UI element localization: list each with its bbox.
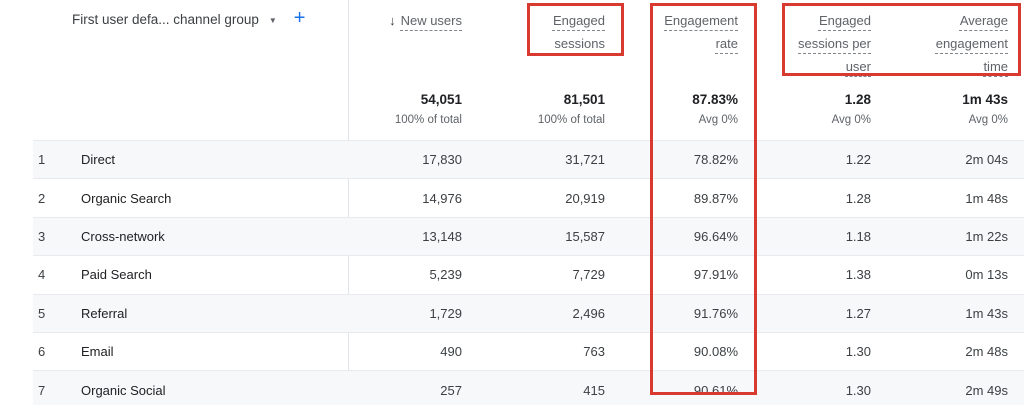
total-value: 87.83% [692, 92, 738, 107]
totals-empty-cell [0, 86, 348, 140]
dimension-cell: 6 Email [33, 344, 348, 359]
dimension-selector[interactable]: First user defa... channel group [72, 12, 259, 27]
column-divider [348, 0, 349, 402]
column-header-label: Average engagement time [935, 13, 1008, 74]
metric-cell: 1m 48s [965, 190, 1008, 206]
table-row-email[interactable]: 6 Email 490 763 90.08% 1.30 2m 48s [33, 331, 1024, 370]
table-body: 1 Direct 17,830 31,721 78.82% 1.22 2m 04… [0, 140, 1024, 405]
row-index: 2 [38, 190, 46, 206]
metric-cell: 89.87% [693, 190, 738, 206]
table-row-referral[interactable]: 5 Referral 1,729 2,496 91.76% 1.27 1m 43… [33, 293, 1024, 332]
column-header-label: New users [400, 13, 462, 28]
row-index: 3 [38, 228, 46, 244]
column-header-average-engagement-time[interactable]: Average engagement time [885, 0, 1024, 86]
metric-cell: 1m 22s [965, 228, 1008, 244]
metric-cell: 1.30 [845, 382, 871, 398]
metric-cell: 90.08% [693, 344, 738, 360]
metric-cell: 1.27 [845, 305, 871, 321]
metric-cell: 1.38 [845, 267, 871, 283]
metric-cell: 1.22 [845, 152, 871, 168]
total-sub-label: Avg 0% [968, 114, 1008, 126]
dimension-cell: 7 Organic Social [33, 383, 348, 398]
channel-name: Cross-network [81, 228, 165, 244]
table-row-direct[interactable]: 1 Direct 17,830 31,721 78.82% 1.22 2m 04… [33, 140, 1024, 179]
metric-cell: 1m 43s [965, 305, 1008, 321]
metric-cell: 1,729 [429, 305, 462, 321]
metric-cell: 415 [583, 382, 605, 398]
metric-cell: 2m 04s [965, 152, 1008, 168]
total-value: 81,501 [563, 92, 605, 107]
column-header-new-users[interactable]: ↓ New users [348, 0, 476, 86]
metric-cell: 20,919 [565, 190, 605, 206]
row-index: 5 [38, 305, 46, 321]
table-row-organic-social[interactable]: 7 Organic Social 257 415 90.61% 1.30 2m … [33, 370, 1024, 405]
metric-cell: 15,587 [565, 228, 605, 244]
metric-cell: 1.18 [845, 228, 871, 244]
metric-cell: 2,496 [572, 305, 605, 321]
total-sub-label: 100% of total [537, 114, 605, 126]
column-header-engaged-sessions[interactable]: Engaged sessions [476, 0, 619, 86]
metric-cell: 763 [583, 344, 605, 360]
metric-cell: 17,830 [422, 152, 462, 168]
column-header-label: Engaged sessions [552, 13, 605, 51]
total-value: 1.28 [844, 92, 871, 107]
metric-cell: 0m 13s [965, 267, 1008, 283]
column-header-engagement-rate[interactable]: Engagement rate [619, 0, 752, 86]
totals-engaged-sessions-per-user: 1.28 Avg 0% [752, 86, 885, 140]
column-header-label: Engagement rate [664, 13, 738, 51]
row-index: 6 [38, 344, 46, 360]
dimension-cell: 3 Cross-network [33, 229, 348, 244]
totals-average-engagement-time: 1m 43s Avg 0% [885, 86, 1024, 140]
metric-cell: 490 [440, 344, 462, 360]
metric-cell: 91.76% [693, 305, 738, 321]
table-row-paid-search[interactable]: 4 Paid Search 5,239 7,729 97.91% 1.38 0m… [33, 255, 1024, 293]
metric-cell: 13,148 [422, 228, 462, 244]
channel-name: Direct [81, 152, 115, 168]
total-sub-label: 100% of total [394, 114, 462, 126]
row-index: 1 [38, 152, 46, 168]
sort-descending-icon: ↓ [389, 13, 396, 28]
metric-cell: 78.82% [693, 152, 738, 168]
dimension-header-cell: First user defa... channel group ▼ + [0, 0, 348, 86]
metric-cell: 14,976 [422, 190, 462, 206]
metric-cell: 1.28 [845, 190, 871, 206]
metric-cell: 31,721 [565, 152, 605, 168]
totals-engaged-sessions: 81,501 100% of total [476, 86, 619, 140]
total-sub-label: Avg 0% [698, 114, 738, 126]
dimension-cell: 2 Organic Search [33, 191, 348, 206]
metric-cell: 90.61% [693, 382, 738, 398]
channel-name: Email [81, 344, 114, 360]
chevron-down-icon[interactable]: ▼ [268, 16, 277, 25]
metric-cell: 5,239 [429, 267, 462, 283]
metric-cell: 257 [440, 382, 462, 398]
table-row-cross-network[interactable]: 3 Cross-network 13,148 15,587 96.64% 1.1… [33, 216, 1024, 256]
channel-name: Organic Search [81, 190, 172, 206]
channel-name: Organic Social [81, 382, 166, 398]
metric-cell: 1.30 [845, 344, 871, 360]
table-header-row: First user defa... channel group ▼ + ↓ Ne… [0, 0, 1024, 86]
metric-cell: 97.91% [693, 267, 738, 283]
metric-cell: 2m 48s [965, 344, 1008, 360]
total-value: 1m 43s [962, 92, 1008, 107]
channel-name: Referral [81, 305, 128, 321]
totals-new-users: 54,051 100% of total [348, 86, 476, 140]
column-header-label: Engaged sessions per user [798, 13, 871, 74]
metric-cell: 2m 49s [965, 382, 1008, 398]
row-index: 4 [38, 267, 46, 283]
metric-cell: 7,729 [572, 267, 605, 283]
metric-cell: 96.64% [693, 228, 738, 244]
column-header-engaged-sessions-per-user[interactable]: Engaged sessions per user [752, 0, 885, 86]
dimension-cell: 5 Referral [33, 306, 348, 321]
channel-name: Paid Search [81, 267, 152, 283]
totals-engagement-rate: 87.83% Avg 0% [619, 86, 752, 140]
totals-row: 54,051 100% of total 81,501 100% of tota… [0, 86, 1024, 140]
dimension-cell: 1 Direct [33, 152, 348, 167]
total-sub-label: Avg 0% [831, 114, 871, 126]
total-value: 54,051 [420, 92, 462, 107]
table-row-organic-search[interactable]: 2 Organic Search 14,976 20,919 89.87% 1.… [33, 178, 1024, 216]
add-dimension-icon[interactable]: + [293, 7, 306, 29]
dimension-cell: 4 Paid Search [33, 267, 348, 282]
row-index: 7 [38, 382, 46, 398]
